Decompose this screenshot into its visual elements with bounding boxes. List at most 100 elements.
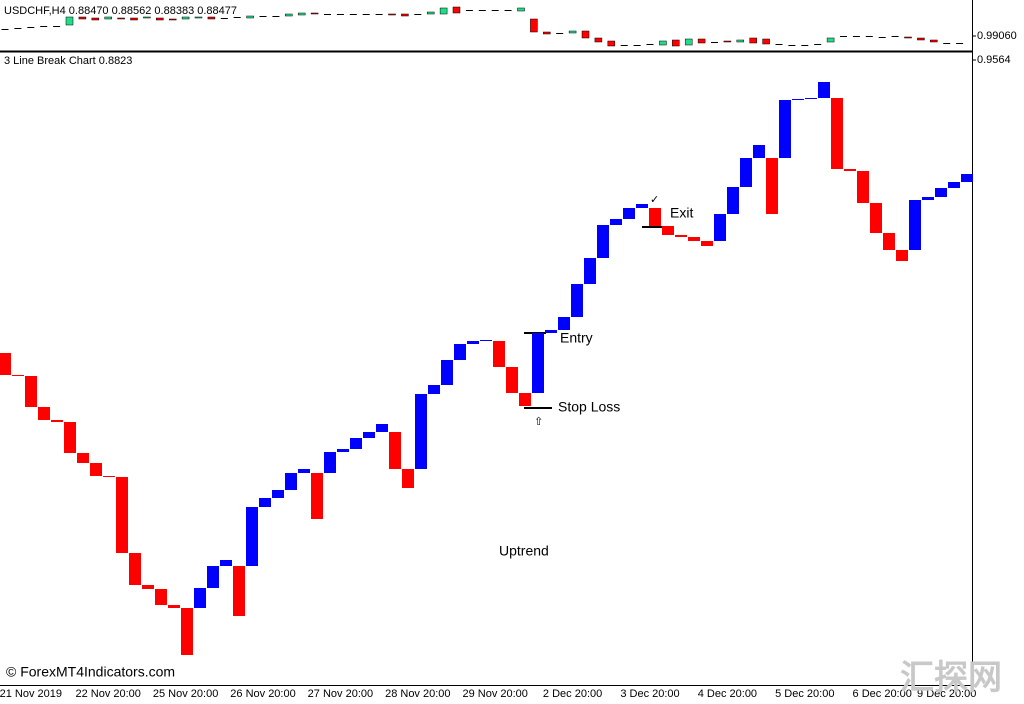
brick	[272, 490, 284, 498]
brick	[792, 99, 804, 100]
brick	[870, 203, 882, 233]
brick	[129, 553, 141, 585]
brick	[753, 145, 765, 158]
candle-body	[272, 16, 280, 17]
brick	[25, 376, 37, 407]
candle-body	[840, 36, 847, 37]
candle-body	[826, 37, 835, 43]
brick	[740, 158, 752, 187]
candle-body	[517, 7, 525, 12]
x-tick-label: 3 Dec 20:00	[620, 688, 679, 700]
candle-body	[504, 10, 512, 11]
candle-body	[452, 6, 461, 14]
brick	[519, 393, 531, 406]
candle-body	[865, 36, 873, 37]
brick	[298, 469, 310, 473]
y-tick-label: 0.99060	[977, 30, 1017, 42]
candle-body	[491, 10, 499, 11]
candle-body	[439, 7, 448, 15]
brick	[77, 453, 89, 463]
brick	[194, 588, 206, 608]
brick	[857, 171, 869, 203]
x-tick-label: 27 Nov 20:00	[308, 688, 373, 700]
candle-body	[943, 43, 951, 44]
brick	[415, 394, 427, 469]
x-tick-label: 22 Nov 20:00	[75, 688, 140, 700]
candle-body	[27, 27, 35, 28]
brick	[428, 385, 440, 394]
brick	[467, 341, 479, 344]
brick	[662, 226, 674, 235]
brick	[532, 333, 544, 393]
candle-body	[220, 18, 228, 19]
candle-body	[568, 30, 577, 34]
candle-body	[736, 39, 745, 43]
brick	[584, 258, 596, 284]
candle-body	[388, 13, 396, 16]
candle-body	[14, 28, 22, 29]
brick	[142, 585, 154, 589]
candle-body	[930, 39, 938, 43]
candle-body	[91, 17, 100, 21]
brick	[766, 158, 778, 214]
x-tick-label: 5 Dec 20:00	[775, 688, 834, 700]
candle-body	[723, 40, 732, 43]
brick	[493, 341, 505, 367]
brick	[597, 225, 609, 258]
copyright: © ForexMT4Indicators.com	[6, 664, 175, 680]
candle-body	[78, 16, 87, 20]
x-tick-label: 6 Dec 20:00	[853, 688, 912, 700]
brick	[168, 605, 180, 608]
brick	[558, 317, 570, 330]
brick	[636, 204, 648, 208]
x-tick-label: 9 Dec 20:00	[917, 688, 976, 700]
candle-body	[40, 26, 48, 27]
brick	[688, 237, 700, 241]
brick	[181, 608, 193, 655]
top-pane-title: USDCHF,H4 0.88470 0.88562 0.88383 0.8847…	[4, 5, 237, 17]
candle-body	[762, 38, 770, 45]
brick	[0, 353, 11, 375]
brick	[623, 208, 635, 219]
candle-body	[233, 17, 241, 18]
brick	[701, 241, 713, 246]
brick	[51, 420, 63, 422]
candle-body	[156, 17, 164, 21]
candle-body	[426, 11, 435, 15]
candle-body	[581, 30, 590, 39]
brick	[311, 473, 323, 519]
candle-body	[207, 16, 216, 20]
candle-body	[65, 16, 74, 26]
candle-body	[246, 15, 254, 19]
brick	[896, 250, 908, 261]
candle-body	[697, 38, 706, 44]
brick	[389, 432, 401, 469]
brick	[103, 476, 115, 477]
candle-body	[556, 33, 564, 34]
brick	[675, 235, 687, 237]
candle-body	[401, 13, 409, 17]
brick	[402, 469, 414, 488]
candle-body	[543, 31, 551, 35]
brick	[220, 560, 232, 566]
candle-body	[672, 39, 680, 47]
candle-body	[711, 42, 718, 43]
brick	[64, 422, 76, 453]
brick	[324, 452, 336, 473]
brick	[571, 284, 583, 317]
brick	[831, 98, 843, 169]
x-tick-label: 29 Nov 20:00	[462, 688, 527, 700]
brick	[480, 340, 492, 341]
annotation: Exit	[670, 205, 693, 221]
candle-body	[852, 36, 860, 37]
brick	[961, 174, 973, 182]
annotation: Stop Loss	[558, 399, 620, 415]
brick	[12, 375, 24, 376]
candle-body	[465, 10, 473, 11]
candle-body	[336, 14, 344, 15]
candle-body	[297, 12, 306, 16]
candle-body	[104, 16, 112, 20]
brick	[376, 424, 388, 432]
